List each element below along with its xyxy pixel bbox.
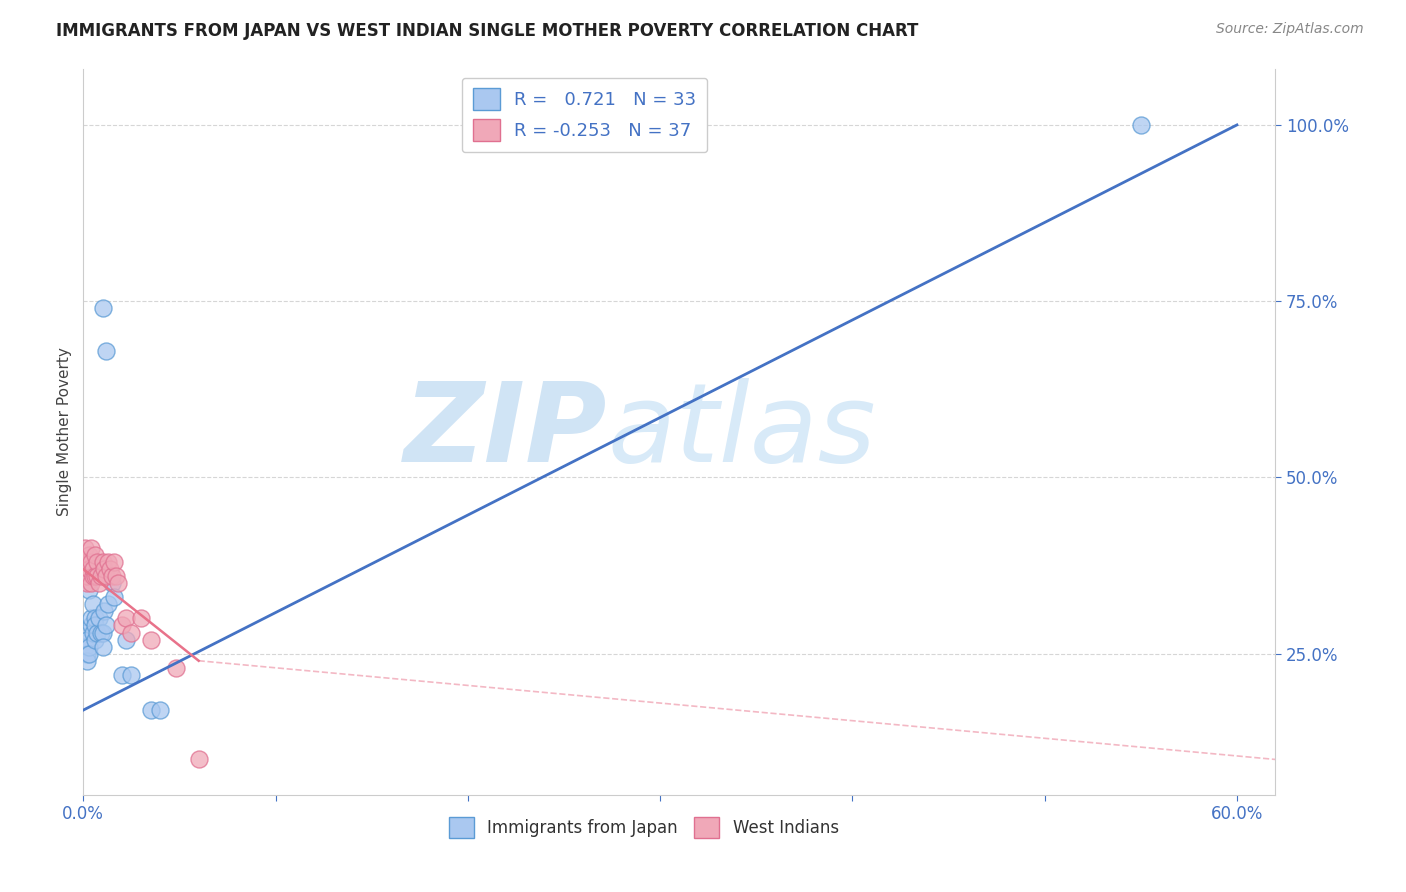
Point	[149, 703, 172, 717]
Point	[107, 576, 129, 591]
Text: Source: ZipAtlas.com: Source: ZipAtlas.com	[1216, 22, 1364, 37]
Point	[76, 555, 98, 569]
Point	[76, 647, 98, 661]
Point	[86, 625, 108, 640]
Y-axis label: Single Mother Poverty: Single Mother Poverty	[58, 347, 72, 516]
Text: atlas: atlas	[607, 378, 876, 485]
Point	[91, 301, 114, 316]
Point	[82, 562, 104, 576]
Point	[80, 618, 103, 632]
Point	[111, 668, 134, 682]
Point	[114, 632, 136, 647]
Point	[96, 569, 118, 583]
Text: ZIP: ZIP	[405, 378, 607, 485]
Point	[91, 625, 114, 640]
Point	[187, 752, 209, 766]
Point	[76, 632, 98, 647]
Point	[114, 611, 136, 625]
Point	[75, 625, 97, 640]
Point	[83, 618, 105, 632]
Point	[86, 555, 108, 569]
Point	[76, 654, 98, 668]
Point	[139, 632, 162, 647]
Point	[96, 618, 118, 632]
Point	[82, 625, 104, 640]
Point	[104, 569, 127, 583]
Point	[120, 668, 142, 682]
Point	[83, 611, 105, 625]
Point	[77, 555, 100, 569]
Point	[87, 576, 110, 591]
Point	[83, 548, 105, 562]
Point	[83, 569, 105, 583]
Point	[93, 562, 115, 576]
Point	[80, 576, 103, 591]
Point	[90, 625, 112, 640]
Point	[80, 541, 103, 555]
Point	[165, 661, 187, 675]
Point	[129, 611, 152, 625]
Point	[75, 555, 97, 569]
Point	[77, 640, 100, 654]
Point	[77, 562, 100, 576]
Point	[97, 598, 120, 612]
Point	[93, 604, 115, 618]
Point	[120, 625, 142, 640]
Point	[76, 576, 98, 591]
Point	[101, 576, 124, 591]
Point	[101, 569, 124, 583]
Point	[75, 640, 97, 654]
Legend: Immigrants from Japan, West Indians: Immigrants from Japan, West Indians	[441, 811, 845, 845]
Point	[91, 640, 114, 654]
Point	[86, 569, 108, 583]
Point	[87, 611, 110, 625]
Point	[82, 569, 104, 583]
Point	[80, 555, 103, 569]
Point	[83, 632, 105, 647]
Point	[96, 343, 118, 358]
Point	[111, 618, 134, 632]
Point	[97, 555, 120, 569]
Point	[75, 569, 97, 583]
Point	[77, 583, 100, 598]
Point	[77, 548, 100, 562]
Point	[82, 598, 104, 612]
Point	[75, 541, 97, 555]
Point	[77, 647, 100, 661]
Point	[98, 562, 121, 576]
Point	[90, 569, 112, 583]
Point	[76, 569, 98, 583]
Text: IMMIGRANTS FROM JAPAN VS WEST INDIAN SINGLE MOTHER POVERTY CORRELATION CHART: IMMIGRANTS FROM JAPAN VS WEST INDIAN SIN…	[56, 22, 918, 40]
Point	[76, 562, 98, 576]
Point	[1129, 118, 1152, 132]
Point	[91, 555, 114, 569]
Point	[139, 703, 162, 717]
Point	[103, 555, 125, 569]
Point	[80, 611, 103, 625]
Point	[103, 591, 125, 605]
